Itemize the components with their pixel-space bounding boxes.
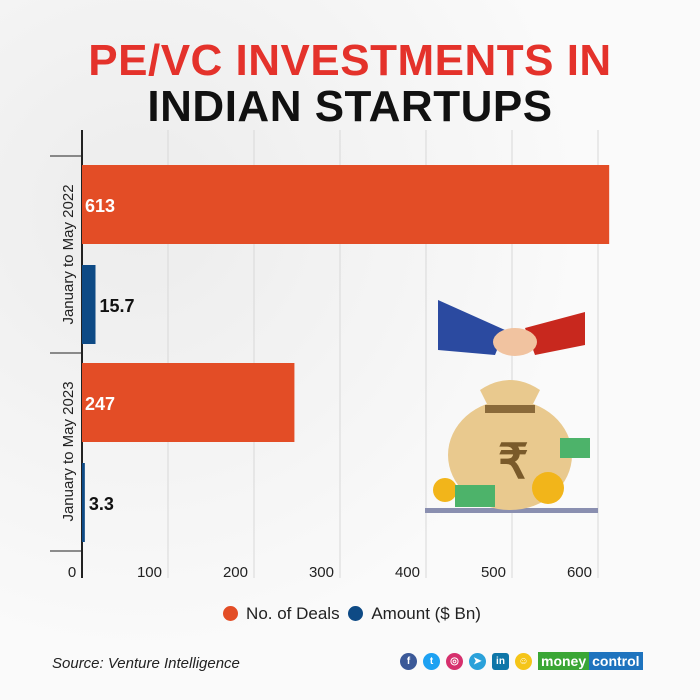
- legend-marker-amount: [348, 606, 364, 621]
- source-note: Source: Venture Intelligence: [52, 655, 240, 672]
- linkedin-icon[interactable]: in: [492, 652, 509, 670]
- legend-label-amount: Amount ($ Bn): [371, 604, 481, 623]
- moneycontrol-logo: money control: [538, 652, 643, 670]
- x-tick-label: 100: [137, 564, 162, 581]
- data-label: 247: [85, 394, 115, 414]
- deals-bar: [82, 165, 610, 244]
- bar-chart: 0 100 200 300 400 500 600 January to May 2022 Ja…: [50, 130, 610, 581]
- facebook-icon[interactable]: f: [400, 652, 417, 670]
- x-tick-label: 0: [68, 564, 76, 581]
- category-label: January to May 2022: [60, 184, 77, 324]
- twitter-icon[interactable]: t: [423, 652, 440, 670]
- page-title: PE/VC INVESTMENTS IN INDIAN STARTUPS: [88, 36, 612, 131]
- data-label: 613: [85, 196, 115, 216]
- data-label: 15.7: [100, 296, 135, 316]
- instagram-icon[interactable]: ◎: [446, 652, 463, 670]
- data-label: 3.3: [89, 494, 114, 514]
- x-tick-label: 400: [395, 564, 420, 581]
- x-tick-label: 600: [567, 564, 592, 581]
- x-tick-label: 300: [309, 564, 334, 581]
- x-tick-label: 200: [223, 564, 248, 581]
- handshake-money-bag-illustration: ₹: [425, 300, 598, 513]
- deals-bar: [82, 363, 295, 442]
- legend: No. of Deals Amount ($ Bn): [0, 604, 700, 624]
- x-tick-label: 500: [481, 564, 506, 581]
- amount-bar: [82, 265, 96, 344]
- social-links: f t ◎ ➤ in ☺ money control: [400, 652, 643, 670]
- svg-text:₹: ₹: [498, 436, 529, 489]
- telegram-icon[interactable]: ➤: [469, 652, 486, 670]
- category-label: January to May 2023: [60, 381, 77, 521]
- snapchat-icon[interactable]: ☺: [515, 652, 532, 670]
- amount-bar: [82, 463, 85, 542]
- legend-marker-deals: [223, 606, 239, 621]
- legend-label-deals: No. of Deals: [246, 604, 340, 623]
